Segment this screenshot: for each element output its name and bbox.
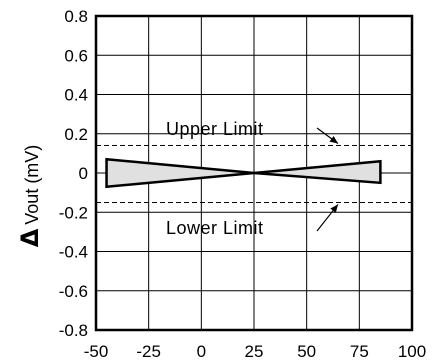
y-tick-label: 0 (79, 164, 88, 183)
upper-limit-arrow (316, 127, 339, 145)
x-tick-label: 75 (350, 342, 369, 361)
x-tick-label: 100 (398, 342, 426, 361)
y-axis-label-symbol: Δ (16, 228, 44, 247)
y-tick-label: 0.2 (64, 125, 88, 144)
svg-text:ΔVout (mV): Δ Vout (mV) (16, 145, 44, 248)
error-band-segment-0-1 (253, 159, 382, 185)
upper-limit-label: Upper Limit (166, 119, 264, 139)
error-band-segment-0-0 (105, 157, 255, 189)
y-axis-label: Δ Vout (mV) (16, 145, 44, 248)
lower-limit-label: Lower Limit (166, 218, 264, 238)
y-tick-label: 0.8 (64, 7, 88, 26)
x-tick-label: 25 (245, 342, 264, 361)
limit-lines (96, 145, 412, 203)
x-tick-label: -25 (136, 342, 161, 361)
x-tick-label: -50 (84, 342, 109, 361)
y-tick-labels: -0.8 -0.6 -0.4 -0.2 0 0.2 0.4 0.6 0.8 (59, 7, 88, 340)
lower-limit-arrow (316, 204, 339, 232)
y-tick-label: -0.2 (59, 203, 88, 222)
data-band (105, 157, 382, 189)
x-tick-label: 0 (197, 342, 206, 361)
x-tick-labels: -50 -25 0 25 50 75 100 (84, 342, 426, 361)
y-tick-label: 0.6 (64, 46, 88, 65)
y-tick-label: -0.6 (59, 282, 88, 301)
y-tick-label: -0.4 (59, 243, 88, 262)
x-tick-label: 50 (297, 342, 316, 361)
y-tick-label: -0.8 (59, 321, 88, 340)
y-tick-label: 0.4 (64, 86, 88, 105)
annotations: Upper Limit Lower Limit (166, 119, 339, 238)
y-axis-label-text: Vout (mV) (22, 145, 42, 225)
plot-frame (94, 14, 414, 332)
